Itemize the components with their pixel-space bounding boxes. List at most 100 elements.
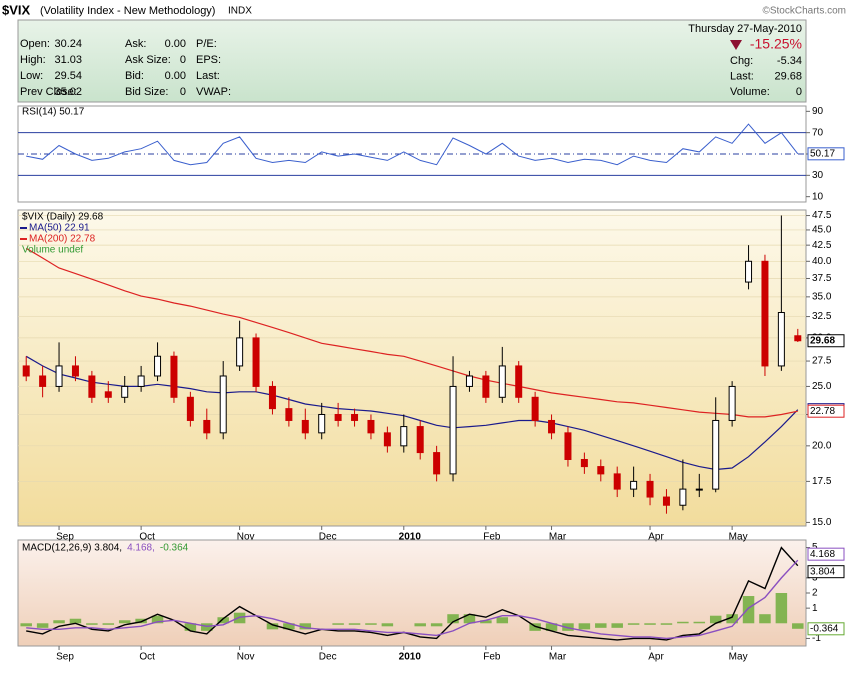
candle-body	[88, 375, 96, 398]
legend-entry: MA(50) 22.91	[29, 223, 90, 234]
subtitle: (Volatility Index - New Methodology)	[40, 5, 215, 17]
candle-body	[219, 375, 227, 434]
candle-body	[104, 391, 112, 398]
x-tick-label: Oct	[139, 532, 155, 543]
candle-body	[482, 375, 490, 398]
value-tag: 4.168	[810, 549, 835, 560]
x-tick-label: Mar	[549, 532, 567, 543]
x-tick-label: Feb	[483, 652, 501, 663]
candle-body	[154, 355, 162, 377]
histogram-bar	[184, 623, 197, 631]
candle-body	[580, 458, 588, 468]
series-line	[25, 247, 798, 418]
x-tick-label: 2010	[399, 532, 422, 543]
quote-value: 0	[180, 54, 186, 66]
value-tag-box	[807, 147, 845, 161]
credit: ©StockCharts.com	[762, 6, 846, 17]
candle-body	[564, 432, 572, 460]
candle-body	[794, 335, 802, 342]
candle-body	[630, 480, 638, 490]
candle-body	[334, 413, 342, 421]
candle-body	[465, 375, 473, 387]
candle-body	[39, 375, 47, 387]
x-tick-label: May	[729, 652, 748, 663]
quote-label: Ask:	[125, 38, 146, 50]
candle-body	[531, 396, 539, 421]
quote-label: Open:	[20, 38, 50, 50]
quote-value: 0	[796, 86, 802, 98]
histogram-bar	[151, 615, 164, 624]
value-tag: 22.78	[810, 406, 835, 417]
legend-entry: Volume undef	[22, 245, 83, 256]
histogram-bar	[611, 623, 623, 628]
candle-body	[416, 426, 424, 454]
value-tag: 50.17	[810, 148, 835, 159]
histogram-bar	[677, 621, 689, 624]
candle-body	[383, 432, 391, 447]
histogram-bar	[578, 623, 591, 630]
y-tick-label: 45.0	[812, 225, 832, 236]
histogram-bar	[463, 614, 476, 624]
x-tick-label: Feb	[483, 532, 501, 543]
value-tag-box	[807, 404, 845, 418]
quote-label: Last:	[730, 70, 754, 82]
histogram-bar	[792, 623, 804, 629]
candle-body	[268, 385, 276, 410]
quote-value: 29.68	[774, 70, 802, 82]
candle-body	[351, 413, 359, 421]
quote-value: 35.02	[54, 86, 82, 98]
quote-value: 31.03	[54, 54, 82, 66]
histogram-bar	[332, 623, 344, 625]
y-tick-label: 40.0	[812, 256, 832, 267]
candle-body	[777, 312, 785, 367]
candle-body	[318, 413, 326, 434]
quote-panel	[17, 19, 807, 103]
histogram-bar	[266, 623, 279, 630]
candle-body	[712, 419, 720, 490]
x-tick-label: May	[729, 532, 748, 543]
y-tick-label: 35.0	[812, 291, 832, 302]
candle-body	[400, 426, 408, 447]
histogram-bar	[644, 623, 656, 625]
quote-label: Chg:	[730, 55, 753, 67]
histogram-bar	[233, 612, 246, 624]
change-percent: -15.25%	[750, 36, 802, 52]
y-tick-label: 10	[812, 191, 824, 202]
y-tick-label: 30	[812, 170, 824, 181]
value-tag-box	[807, 565, 845, 579]
y-tick-label: 47.5	[812, 210, 832, 221]
candle-body	[433, 452, 441, 475]
quote-value: -5.34	[777, 55, 802, 67]
x-tick-label: 2010	[399, 652, 422, 663]
quote-value: 0.00	[165, 70, 186, 82]
histogram-bar	[496, 617, 509, 624]
histogram-bar	[726, 614, 738, 624]
value-tag-box	[807, 334, 845, 348]
quote-label: VWAP:	[196, 86, 231, 98]
candle-body	[548, 419, 556, 434]
candle-body	[498, 365, 506, 398]
histogram-bar	[217, 617, 229, 624]
candle-body	[695, 488, 703, 491]
quote-label: Bid Size:	[125, 86, 168, 98]
y-tick-label: 32.5	[812, 311, 832, 322]
histogram-bar	[348, 623, 361, 625]
symbol: $VIX	[2, 2, 31, 17]
quote-value: 29.54	[54, 70, 82, 82]
candle-body	[515, 365, 523, 398]
histogram-bar	[660, 623, 673, 625]
candle-body	[761, 260, 769, 367]
value-tag-box	[807, 622, 845, 636]
candle-body	[22, 365, 30, 377]
histogram-bar	[759, 614, 771, 624]
candle-body	[121, 385, 129, 398]
histogram-bar	[135, 618, 147, 624]
candle-body	[728, 385, 736, 421]
value-tag: 29.68	[810, 335, 835, 346]
x-tick-label: Nov	[237, 532, 255, 543]
y-tick-label: 25.0	[812, 381, 832, 392]
quote-label: Last:	[196, 70, 220, 82]
candle-body	[449, 385, 457, 475]
macd-legend: MACD(12,26,9) 3.804,	[22, 543, 122, 554]
